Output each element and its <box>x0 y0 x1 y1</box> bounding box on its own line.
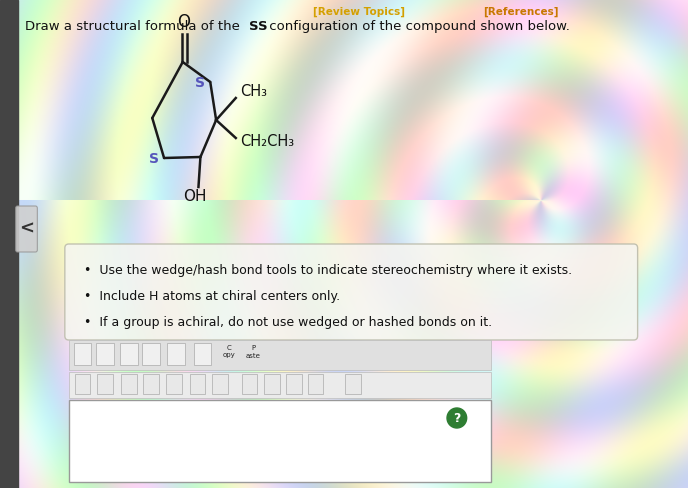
Bar <box>166 374 182 394</box>
Bar <box>97 343 114 365</box>
Text: configuration of the compound shown below.: configuration of the compound shown belo… <box>265 20 570 33</box>
Text: C
opy: C opy <box>223 346 235 359</box>
Text: •  If a group is achiral, do not use wedged or hashed bonds on it.: • If a group is achiral, do not use wedg… <box>85 316 493 329</box>
Bar <box>69 340 491 370</box>
Text: ?: ? <box>453 411 461 425</box>
Bar <box>286 374 302 394</box>
Bar <box>212 374 228 394</box>
Bar <box>74 343 92 365</box>
Bar <box>307 374 323 394</box>
Text: •  Use the wedge/hash bond tools to indicate stereochemistry where it exists.: • Use the wedge/hash bond tools to indic… <box>85 264 573 277</box>
Text: S: S <box>149 152 159 166</box>
Text: •  Include H atoms at chiral centers only.: • Include H atoms at chiral centers only… <box>85 290 341 303</box>
Text: OH: OH <box>183 189 206 204</box>
Text: P
aste: P aste <box>246 346 261 359</box>
Text: Draw a structural formula of the: Draw a structural formula of the <box>25 20 244 33</box>
Bar <box>69 400 491 482</box>
Text: [References]: [References] <box>483 7 559 17</box>
Text: CH₂CH₃: CH₂CH₃ <box>239 135 294 149</box>
Bar <box>120 343 137 365</box>
FancyBboxPatch shape <box>65 244 638 340</box>
Bar <box>75 374 90 394</box>
Bar <box>167 343 185 365</box>
Bar <box>190 374 205 394</box>
Bar <box>265 374 280 394</box>
Bar <box>241 374 258 394</box>
Text: SS: SS <box>248 20 267 33</box>
FancyBboxPatch shape <box>15 206 37 252</box>
Bar <box>69 372 491 398</box>
Text: <: < <box>19 220 34 238</box>
Text: [Review Topics]: [Review Topics] <box>313 7 405 17</box>
Bar <box>0 0 18 488</box>
Text: O: O <box>177 13 190 31</box>
Text: S: S <box>195 76 205 90</box>
Circle shape <box>447 408 467 428</box>
Bar <box>193 343 211 365</box>
Text: CH₃: CH₃ <box>239 84 267 100</box>
Bar <box>144 374 159 394</box>
Bar <box>121 374 136 394</box>
Bar <box>345 374 361 394</box>
Bar <box>143 343 160 365</box>
Bar <box>97 374 113 394</box>
